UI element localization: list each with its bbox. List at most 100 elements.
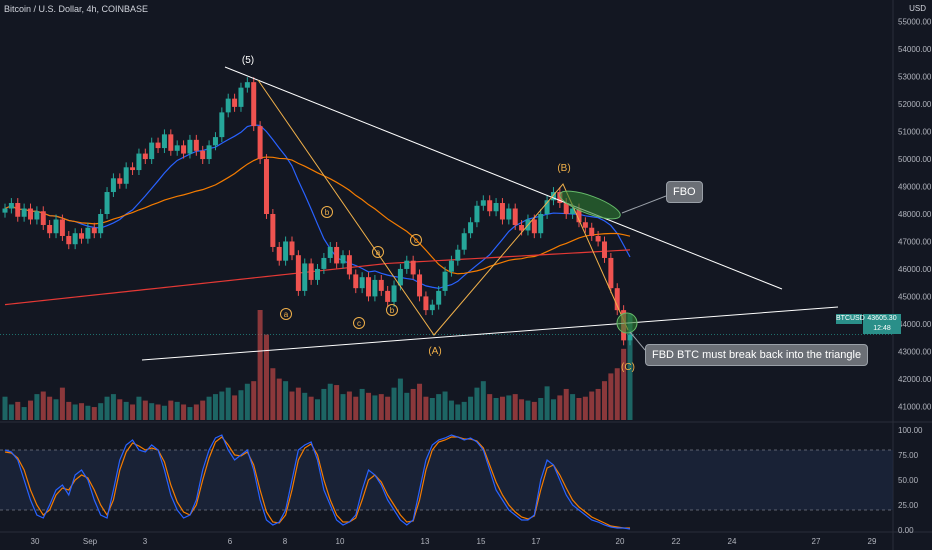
- volume-bar: [225, 387, 231, 420]
- y-tick-label: 51000.00: [898, 128, 932, 137]
- y-tick-label: 42000.00: [898, 375, 932, 384]
- volume-bar: [161, 405, 167, 420]
- candle-body: [531, 219, 537, 234]
- candle-body: [263, 159, 269, 214]
- wave-circle: [386, 304, 398, 316]
- volume-bar: [47, 396, 53, 420]
- candle-body: [417, 274, 423, 297]
- fbo-pointer: [621, 195, 667, 214]
- volume-bar: [315, 399, 320, 420]
- wave-label-minor: a: [284, 310, 289, 319]
- candle-body: [219, 112, 225, 138]
- candle-body: [168, 134, 174, 151]
- volume-bar: [487, 394, 493, 420]
- volume-bar: [59, 387, 65, 420]
- volume-bar: [123, 401, 129, 420]
- volume-bar: [621, 348, 627, 420]
- wave-label-minor: b: [390, 306, 395, 315]
- wave-label-primary: (A): [428, 346, 441, 357]
- lower-trendline: [141, 306, 839, 361]
- candle-body: [538, 214, 544, 234]
- stoch-tick-label: 0.00: [898, 526, 914, 535]
- volume-bar: [404, 392, 410, 420]
- volume-bar: [302, 392, 308, 420]
- candle-body: [582, 222, 588, 228]
- volume-bar: [257, 310, 263, 420]
- volume-bar: [270, 368, 276, 420]
- wave-label-minor: c: [357, 319, 361, 328]
- candle-body: [563, 203, 569, 214]
- x-tick-label: 24: [728, 537, 737, 546]
- candle-body: [206, 145, 212, 160]
- volume-bar: [321, 388, 327, 420]
- candle-body: [506, 208, 512, 220]
- candle-body: [385, 290, 391, 302]
- candle-body: [232, 98, 238, 107]
- candle-body: [321, 257, 327, 269]
- volume-bar: [238, 390, 244, 420]
- volume-bar: [91, 407, 97, 420]
- candle-body: [283, 241, 289, 261]
- candle-body: [15, 203, 21, 217]
- volume-bar: [149, 403, 155, 420]
- volume-bar: [429, 398, 435, 420]
- volume-bar: [104, 396, 110, 420]
- candle-body: [595, 235, 601, 242]
- volume-bar: [595, 388, 601, 420]
- volume-bar: [28, 400, 34, 420]
- x-tick-label: 20: [616, 537, 625, 546]
- volume-bar: [385, 396, 391, 420]
- volume-bar: [212, 394, 218, 420]
- stoch-k-line: [4, 434, 631, 530]
- volume-bar: [181, 404, 187, 420]
- volume-bar: [601, 381, 607, 420]
- candle-body: [493, 203, 499, 212]
- candle-body: [576, 208, 582, 223]
- candle-body: [608, 257, 614, 289]
- x-tick-label: 27: [812, 537, 821, 546]
- y-tick-label: 45000.00: [898, 292, 932, 301]
- candle-body: [66, 235, 72, 245]
- volume-bar: [538, 398, 544, 420]
- wave-label-minor: c: [414, 236, 418, 245]
- wave-circle: [353, 317, 365, 329]
- volume-bar: [423, 396, 429, 420]
- candle-body: [487, 200, 493, 212]
- volume-bar: [232, 395, 238, 420]
- x-tick-label: 17: [532, 537, 541, 546]
- candle-body: [155, 142, 161, 149]
- y-tick-label: 55000.00: [898, 18, 932, 27]
- volume-bar: [531, 401, 537, 420]
- candle-body: [34, 211, 40, 220]
- volume-bar: [570, 394, 576, 420]
- candle-body: [557, 192, 563, 204]
- volume-bar: [576, 398, 582, 420]
- volume-bar: [480, 381, 486, 420]
- wave-label-minor: b: [325, 208, 330, 217]
- candle-body: [512, 208, 518, 225]
- volume-bar: [142, 400, 148, 420]
- candle-body: [295, 255, 301, 291]
- candle-body: [257, 126, 263, 160]
- candle-body: [181, 145, 187, 154]
- y-tick-label: 44000.00: [898, 320, 932, 329]
- wave-label-primary: (C): [621, 362, 635, 373]
- candle-body: [315, 268, 320, 280]
- volume-bar: [295, 387, 301, 420]
- volume-bar: [2, 396, 8, 420]
- wave-path: [257, 79, 629, 336]
- volume-bar: [219, 391, 225, 420]
- volume-bar: [21, 407, 27, 420]
- volume-bar: [193, 404, 199, 420]
- x-tick-label: 30: [31, 537, 40, 546]
- volume-bar: [206, 396, 212, 420]
- volume-bar: [436, 394, 442, 420]
- candle-body: [276, 246, 282, 261]
- wave-circle: [372, 246, 384, 258]
- volume-bar: [525, 400, 531, 420]
- last-price-tag: BTCUSD 43605.30 12:48: [836, 314, 901, 334]
- volume-bar: [34, 394, 40, 420]
- candle-body: [436, 290, 442, 305]
- volume-bar: [627, 313, 633, 420]
